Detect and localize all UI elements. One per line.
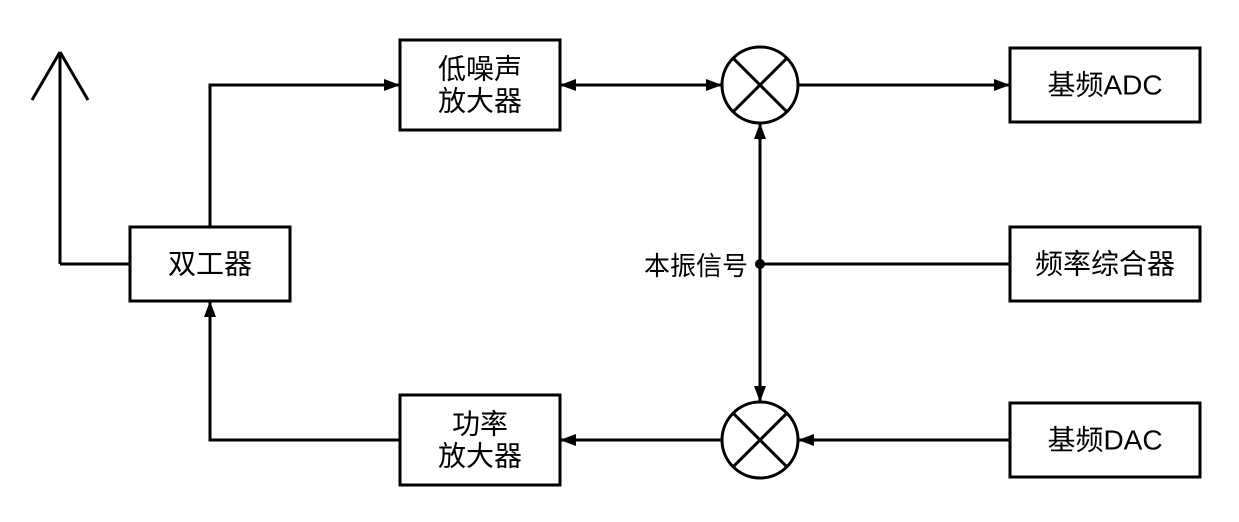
adc-label: 基频ADC: [1047, 70, 1162, 101]
rf-block-diagram: 双工器低噪声放大器功率放大器基频ADC频率综合器基频DAC本振信号: [0, 0, 1239, 522]
pa-label: 放大器: [438, 441, 522, 472]
pa_to_duplexer: [210, 301, 400, 440]
lna-label: 放大器: [438, 86, 522, 117]
duplexer_to_lna: [210, 85, 400, 227]
lna-label: 低噪声: [438, 53, 522, 84]
dac-label: 基频DAC: [1047, 425, 1162, 456]
synth-label: 频率综合器: [1035, 249, 1175, 280]
duplexer-label: 双工器: [168, 249, 252, 280]
pa-label: 功率: [452, 408, 508, 439]
lo-label: 本振信号: [644, 251, 748, 281]
lo-node: [755, 259, 765, 269]
